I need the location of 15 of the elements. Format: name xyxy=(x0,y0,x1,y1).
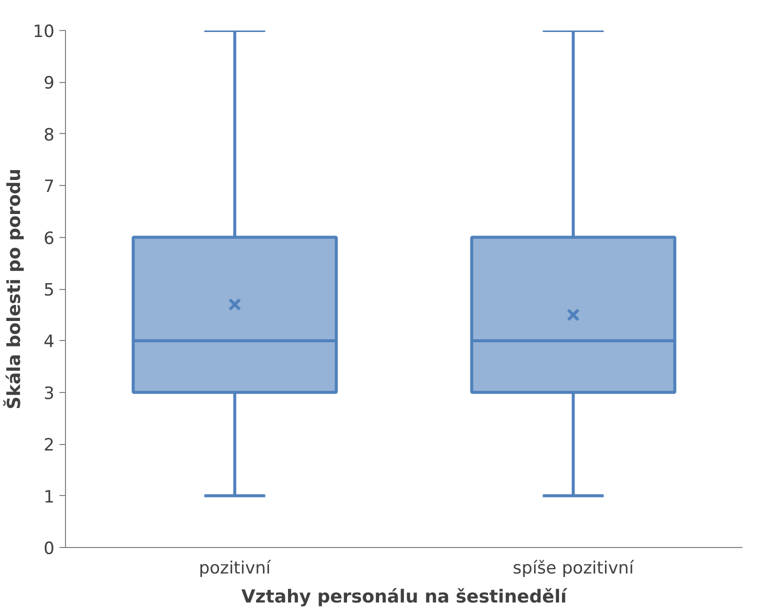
y-tick-label: 8 xyxy=(44,125,55,146)
y-tick-label: 2 xyxy=(44,436,55,456)
y-tick-label: 10 xyxy=(32,22,55,42)
x-tick-label: pozitivní xyxy=(198,558,272,578)
y-tick-label: 9 xyxy=(44,74,55,94)
x-tick-label: spíše pozitivní xyxy=(512,558,635,578)
y-tick-label: 3 xyxy=(44,384,55,404)
y-tick-label: 0 xyxy=(44,539,55,559)
y-axis-title: Škála bolesti po porodu xyxy=(2,168,25,410)
y-tick-label: 4 xyxy=(44,332,55,352)
x-axis-title: Vztahy personálu na šestinedělí xyxy=(241,586,568,608)
y-tick-label: 6 xyxy=(44,228,55,249)
y-tick-label: 1 xyxy=(44,487,55,508)
y-tick-label: 5 xyxy=(44,280,55,300)
y-tick-label: 7 xyxy=(44,177,55,198)
